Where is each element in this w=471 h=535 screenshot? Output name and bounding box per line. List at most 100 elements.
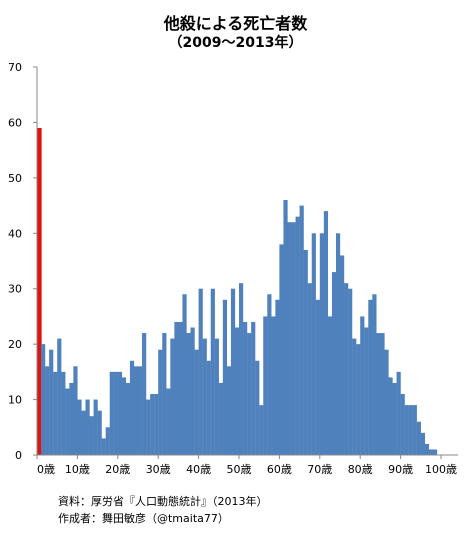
bar xyxy=(368,299,373,455)
bar xyxy=(117,371,122,455)
bar xyxy=(158,349,163,455)
bar xyxy=(348,288,353,455)
author-note: 作成者：舞田敏彦（@tmaita77） xyxy=(58,512,229,525)
bar xyxy=(408,405,413,455)
bar xyxy=(360,316,365,455)
bar xyxy=(133,366,139,455)
bar xyxy=(174,321,179,455)
x-tick-label: 70歳 xyxy=(307,463,332,476)
bar xyxy=(372,294,377,455)
bar xyxy=(424,443,430,455)
bar xyxy=(222,299,228,455)
bar xyxy=(247,333,252,455)
bar xyxy=(404,405,409,455)
y-tick-label: 10 xyxy=(8,394,22,407)
chart-title: 他殺による死亡者数 xyxy=(163,14,308,33)
y-tick-label: 50 xyxy=(8,172,22,185)
x-tick-label: 90歳 xyxy=(388,463,413,476)
bar xyxy=(376,333,381,455)
bar xyxy=(129,360,135,455)
x-tick-label: 0歳 xyxy=(37,463,55,476)
bar xyxy=(150,394,155,455)
bar xyxy=(344,283,349,455)
bar xyxy=(323,211,329,455)
bar xyxy=(65,388,70,455)
bar xyxy=(263,316,268,455)
bar xyxy=(49,349,54,455)
bar xyxy=(303,249,308,455)
bar xyxy=(295,216,300,455)
bar xyxy=(267,294,272,455)
bar xyxy=(170,338,175,455)
bar xyxy=(81,410,86,455)
bar xyxy=(194,349,199,455)
bar xyxy=(57,338,62,455)
bar xyxy=(279,244,284,455)
bar xyxy=(243,321,248,455)
bar xyxy=(234,327,240,455)
bar xyxy=(230,288,236,455)
x-tick-label: 80歳 xyxy=(348,463,373,476)
bar xyxy=(138,366,143,455)
bar xyxy=(178,321,183,455)
x-tick-label: 40歳 xyxy=(186,463,211,476)
bar xyxy=(307,283,312,455)
bar xyxy=(69,382,74,455)
bar xyxy=(412,405,417,455)
x-tick-label: 20歳 xyxy=(105,463,130,476)
x-tick-label: 30歳 xyxy=(146,463,171,476)
bar xyxy=(340,255,345,455)
bar xyxy=(428,449,434,455)
bar xyxy=(364,327,369,455)
bar xyxy=(416,421,421,455)
bar xyxy=(311,233,316,455)
bar xyxy=(392,382,397,455)
bar xyxy=(319,233,324,455)
bar xyxy=(251,321,256,455)
bar xyxy=(283,200,288,455)
bar xyxy=(113,371,118,455)
bar xyxy=(125,382,131,455)
bar xyxy=(331,272,337,455)
bar xyxy=(299,205,304,455)
bar xyxy=(400,394,405,455)
x-tick-label: 10歳 xyxy=(65,463,90,476)
bar xyxy=(97,410,102,455)
bar xyxy=(105,427,110,455)
bar xyxy=(388,377,393,455)
bar xyxy=(109,371,114,455)
bar xyxy=(210,288,215,455)
bar xyxy=(154,394,159,455)
bar xyxy=(101,438,106,455)
x-tick-label: 100歳 xyxy=(425,463,457,476)
y-tick-label: 40 xyxy=(8,227,22,240)
bar xyxy=(327,316,333,455)
bar xyxy=(271,316,276,455)
bar xyxy=(214,338,219,455)
bar xyxy=(287,222,292,455)
bar xyxy=(166,388,171,455)
bar xyxy=(142,333,147,455)
bar xyxy=(315,299,320,455)
bar xyxy=(73,366,78,455)
bar xyxy=(255,360,260,455)
bar xyxy=(162,333,167,455)
bar xyxy=(384,349,389,455)
bar xyxy=(206,360,211,455)
bar xyxy=(380,333,385,455)
chart-subtitle: （2009～2013年） xyxy=(168,35,303,51)
bar xyxy=(420,432,425,455)
bar xyxy=(85,399,90,455)
y-tick-label: 0 xyxy=(15,449,22,462)
y-tick-label: 20 xyxy=(8,338,22,351)
bar xyxy=(291,222,296,455)
bar xyxy=(356,344,361,455)
bar xyxy=(121,377,127,455)
bar xyxy=(218,382,223,455)
bar xyxy=(226,366,232,455)
bar xyxy=(89,416,94,455)
bar-highlight xyxy=(37,127,42,455)
bar xyxy=(190,327,195,455)
bar xyxy=(202,338,207,455)
